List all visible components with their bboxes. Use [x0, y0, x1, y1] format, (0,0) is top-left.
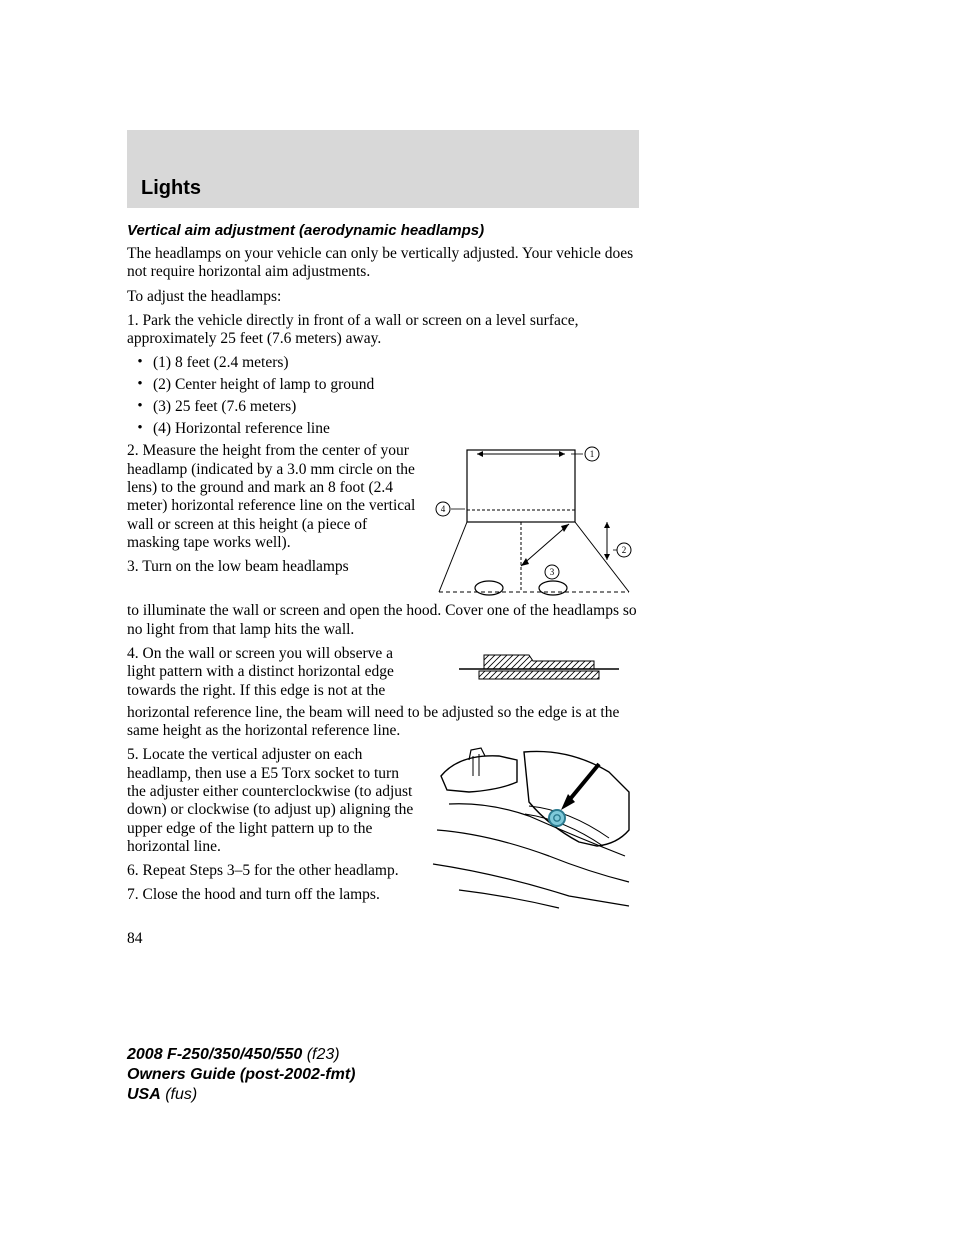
bullet-icon: • [127, 354, 153, 371]
bullet-item: • (3) 25 feet (7.6 meters) [127, 398, 639, 416]
step-4b: horizontal reference line, the beam will… [127, 704, 639, 741]
svg-text:1: 1 [590, 449, 595, 459]
diagram-aim-geometry: 1 2 3 4 [429, 442, 639, 602]
step-5-block: 5. Locate the vertical adjuster on each … [127, 746, 639, 916]
svg-text:3: 3 [550, 567, 555, 577]
diagram-light-pattern [429, 645, 639, 685]
bullet-item: • (2) Center height of lamp to ground [127, 376, 639, 394]
bullet-item: • (1) 8 feet (2.4 meters) [127, 354, 639, 372]
footer: 2008 F-250/350/450/550 (f23) Owners Guid… [127, 1045, 355, 1105]
bullet-text: (1) 8 feet (2.4 meters) [153, 354, 289, 372]
step-3b: to illuminate the wall or screen and ope… [127, 602, 639, 639]
bullet-icon: • [127, 376, 153, 393]
bullet-item: • (4) Horizontal reference line [127, 420, 639, 438]
step-5: 5. Locate the vertical adjuster on each … [127, 746, 417, 856]
bullet-text: (4) Horizontal reference line [153, 420, 330, 438]
page-content: Vertical aim adjustment (aerodynamic hea… [127, 222, 639, 948]
footer-region-code: (fus) [161, 1086, 197, 1103]
footer-line-3: USA (fus) [127, 1085, 355, 1105]
step-6: 6. Repeat Steps 3–5 for the other headla… [127, 862, 417, 880]
step-3a: 3. Turn on the low beam headlamps [127, 558, 417, 576]
step-4a: 4. On the wall or screen you will observ… [127, 645, 417, 700]
bullet-text: (2) Center height of lamp to ground [153, 376, 374, 394]
footer-region: USA [127, 1086, 161, 1103]
diagram-headlamp-adjuster [429, 746, 639, 916]
footer-model: 2008 F-250/350/450/550 [127, 1046, 302, 1063]
footer-line-1: 2008 F-250/350/450/550 (f23) [127, 1045, 355, 1065]
step-7: 7. Close the hood and turn off the lamps… [127, 886, 417, 904]
svg-text:4: 4 [441, 504, 446, 514]
svg-text:2: 2 [622, 545, 627, 555]
bullet-icon: • [127, 420, 153, 437]
subheading: Vertical aim adjustment (aerodynamic hea… [127, 222, 639, 239]
intro-para-1: The headlamps on your vehicle can only b… [127, 245, 639, 282]
step-2: 2. Measure the height from the center of… [127, 442, 417, 552]
footer-code: (f23) [302, 1046, 339, 1063]
section-header: Lights [127, 130, 639, 208]
step-2-block: 2. Measure the height from the center of… [127, 442, 639, 602]
step-1: 1. Park the vehicle directly in front of… [127, 312, 639, 349]
bullet-text: (3) 25 feet (7.6 meters) [153, 398, 296, 416]
footer-line-2: Owners Guide (post-2002-fmt) [127, 1065, 355, 1085]
step-4-block: 4. On the wall or screen you will observ… [127, 645, 639, 700]
intro-para-2: To adjust the headlamps: [127, 288, 639, 306]
section-title: Lights [141, 177, 201, 200]
page-number: 84 [127, 930, 639, 948]
bullet-icon: • [127, 398, 153, 415]
